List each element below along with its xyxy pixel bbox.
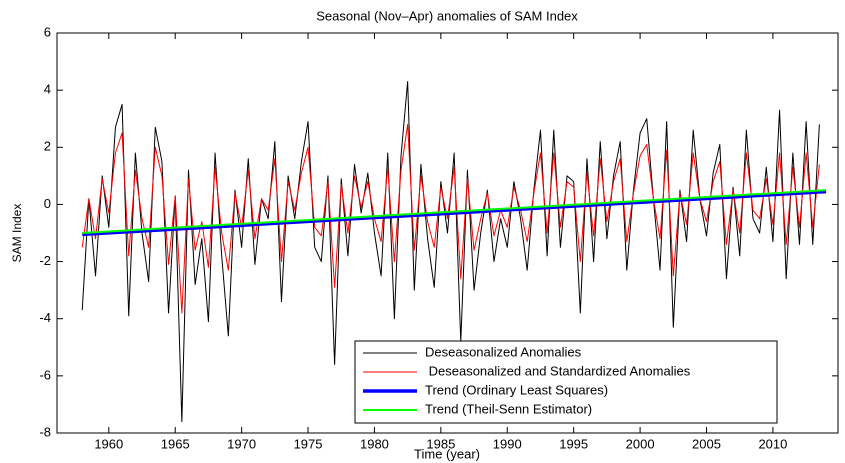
x-tick-label: 1975 <box>294 436 323 451</box>
x-axis-label: Time (year) <box>414 446 480 461</box>
legend-label: Trend (Ordinary Least Squares) <box>425 382 608 397</box>
chart-title: Seasonal (Nov–Apr) anomalies of SAM Inde… <box>316 8 578 23</box>
x-tick-label: 1995 <box>559 436 588 451</box>
series-line <box>82 189 827 234</box>
y-tick-label: 2 <box>44 139 51 154</box>
x-tick-label: 2005 <box>692 436 721 451</box>
x-tick-label: 2000 <box>626 436 655 451</box>
y-tick-label: -8 <box>39 424 51 439</box>
y-tick-label: 4 <box>44 82 51 97</box>
series-line <box>82 189 827 237</box>
x-tick-label: 1960 <box>94 436 123 451</box>
plot-frame <box>56 32 839 434</box>
y-tick-label: -6 <box>39 367 51 382</box>
x-tick-label: 1965 <box>161 436 190 451</box>
series-line <box>81 123 820 314</box>
legend-box <box>354 340 778 424</box>
x-tick-label: 1970 <box>227 436 256 451</box>
y-axis-label: SAM Index <box>10 204 24 263</box>
y-tick-label: 0 <box>44 196 51 211</box>
legend-label: Trend (Theil-Senn Estimator) <box>425 401 592 416</box>
x-tick-label: 1980 <box>360 436 389 451</box>
legend-label: Deseasonalized and Standardized Anomalie… <box>425 363 691 378</box>
y-tick-label: 6 <box>44 24 51 39</box>
x-tick-label: 1990 <box>493 436 522 451</box>
y-tick-label: -4 <box>39 310 51 325</box>
x-tick-label: 2010 <box>758 436 787 451</box>
y-tick-label: -2 <box>39 253 51 268</box>
legend-label: Deseasonalized Anomalies <box>425 344 582 359</box>
x-tick-label: 1985 <box>426 436 455 451</box>
